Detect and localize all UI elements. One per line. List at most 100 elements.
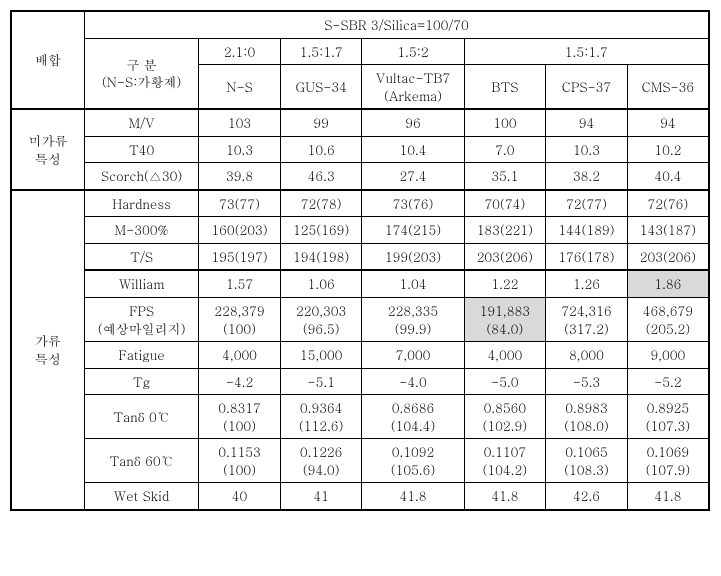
cell: 70(74) <box>464 190 546 217</box>
cell: 73(77) <box>199 190 281 217</box>
cell: -5.1 <box>280 368 362 395</box>
table-row: Fatigue 4,000 15,000 7,000 4,000 8,000 9… <box>11 342 709 369</box>
cell: 0.8560(102.9) <box>464 395 546 439</box>
cell: 72(77) <box>546 190 628 217</box>
row-name: Tanδ 0℃ <box>84 395 198 439</box>
cell-highlight: 191,883(84.0) <box>464 298 546 342</box>
cell: 94 <box>546 109 628 136</box>
cell: 10.6 <box>280 136 362 163</box>
table-row: Wet Skid 40 41 41.8 41.8 42.6 41.8 <box>11 483 709 510</box>
cell: 10.3 <box>199 136 281 163</box>
cell: 0.8317(100) <box>199 395 281 439</box>
row-name: M/V <box>84 109 198 136</box>
cell: 0.8983(108.0) <box>546 395 628 439</box>
cell: 99 <box>280 109 362 136</box>
cell: 8,000 <box>546 342 628 369</box>
table-row: FPS (예상마일리지) 228,379(100) 220,303(96.5) … <box>11 298 709 342</box>
cell: 0.1107(104.2) <box>464 439 546 483</box>
cell: 125(169) <box>280 217 362 244</box>
fps-top: FPS <box>129 301 154 320</box>
cell: 1.26 <box>546 270 628 297</box>
cell: 174(215) <box>362 217 464 244</box>
table-row: 가류 특성 Hardness 73(77) 72(78) 73(76) 70(7… <box>11 190 709 217</box>
table-row: T/S 195(197) 194(198) 199(203) 203(206) … <box>11 243 709 270</box>
cell: 72(76) <box>627 190 709 217</box>
cell: -4.2 <box>199 368 281 395</box>
header-title: S-SBR 3/Silica=100/70 <box>84 11 709 38</box>
cell: 0.1153(100) <box>199 439 281 483</box>
cell: 9,000 <box>627 342 709 369</box>
cell: -5.0 <box>464 368 546 395</box>
cell: 39.8 <box>199 163 281 190</box>
cell: 42.6 <box>546 483 628 510</box>
row-name: Tanδ 60℃ <box>84 439 198 483</box>
cell: 228,335(99.9) <box>362 298 464 342</box>
cell: 724,316(317.2) <box>546 298 628 342</box>
cell: 41.8 <box>627 483 709 510</box>
cell: 40 <box>199 483 281 510</box>
cell: 160(203) <box>199 217 281 244</box>
cell: -4.0 <box>362 368 464 395</box>
cell: -5.2 <box>627 368 709 395</box>
group2-label-bottom: 특성 <box>35 349 61 368</box>
cell: 1.04 <box>362 270 464 297</box>
cell: 46.3 <box>280 163 362 190</box>
cell: 41.8 <box>362 483 464 510</box>
group2-label: 가류 특성 <box>11 190 84 510</box>
section-label-top: 구 분 <box>126 55 156 74</box>
cell: 195(197) <box>199 243 281 270</box>
cell: 176(178) <box>546 243 628 270</box>
row-name: T/S <box>84 243 198 270</box>
table-row: Scorch(△30) 39.8 46.3 27.4 35.1 38.2 40.… <box>11 163 709 190</box>
vultac-top: Vultac-TB7 <box>376 68 451 87</box>
table-row: T40 10.3 10.6 10.4 7.0 10.3 10.2 <box>11 136 709 163</box>
cell: 7,000 <box>362 342 464 369</box>
row-name: Hardness <box>84 190 198 217</box>
cell-highlight: 1.86 <box>627 270 709 297</box>
cell: 0.1092(105.6) <box>362 439 464 483</box>
cell: 103 <box>199 109 281 136</box>
cell: 0.8925(107.3) <box>627 395 709 439</box>
col-vultac: Vultac-TB7 (Arkema) <box>362 65 464 110</box>
row-name: M-300% <box>84 217 198 244</box>
data-table: 배합 S-SBR 3/Silica=100/70 구 분 (N-S:가황제) 2… <box>10 10 710 511</box>
cell: 143(187) <box>627 217 709 244</box>
cell: 468,679(205.2) <box>627 298 709 342</box>
cell: 96 <box>362 109 464 136</box>
group1-label-bottom: 특성 <box>35 149 61 168</box>
cell: 7.0 <box>464 136 546 163</box>
group1-label: 미가류 특성 <box>11 109 84 190</box>
cell: 228,379(100) <box>199 298 281 342</box>
cell: 38.2 <box>546 163 628 190</box>
col-ns: N-S <box>199 65 281 110</box>
cell: 0.1069(107.9) <box>627 439 709 483</box>
table-row: M-300% 160(203) 125(169) 174(215) 183(22… <box>11 217 709 244</box>
row-name: T40 <box>84 136 198 163</box>
cell: 73(76) <box>362 190 464 217</box>
table-row: Tanδ 60℃ 0.1153(100) 0.1226(94.0) 0.1092… <box>11 439 709 483</box>
cell: 1.57 <box>199 270 281 297</box>
cell: 41.8 <box>464 483 546 510</box>
cell: 0.9364(112.6) <box>280 395 362 439</box>
cell: 10.3 <box>546 136 628 163</box>
section-label-bottom: (N-S:가황제) <box>102 72 181 91</box>
row-name: FPS (예상마일리지) <box>84 298 198 342</box>
ratio-1517-b: 1.5:1.7 <box>464 38 709 65</box>
cell: 0.1065(108.3) <box>546 439 628 483</box>
cell: 144(189) <box>546 217 628 244</box>
vultac-bottom: (Arkema) <box>384 86 442 105</box>
cell: 4,000 <box>464 342 546 369</box>
cell: 94 <box>627 109 709 136</box>
table-row: Tanδ 0℃ 0.8317(100) 0.9364(112.6) 0.8686… <box>11 395 709 439</box>
cell: 10.2 <box>627 136 709 163</box>
table-row: 미가류 특성 M/V 103 99 96 100 94 94 <box>11 109 709 136</box>
table-row: William 1.57 1.06 1.04 1.22 1.26 1.86 <box>11 270 709 297</box>
cell: 100 <box>464 109 546 136</box>
cell: 203(206) <box>627 243 709 270</box>
row-name: Wet Skid <box>84 483 198 510</box>
cell: -5.3 <box>546 368 628 395</box>
cell: 10.4 <box>362 136 464 163</box>
cell: 203(206) <box>464 243 546 270</box>
cell: 1.06 <box>280 270 362 297</box>
cell: 0.8686(104.4) <box>362 395 464 439</box>
